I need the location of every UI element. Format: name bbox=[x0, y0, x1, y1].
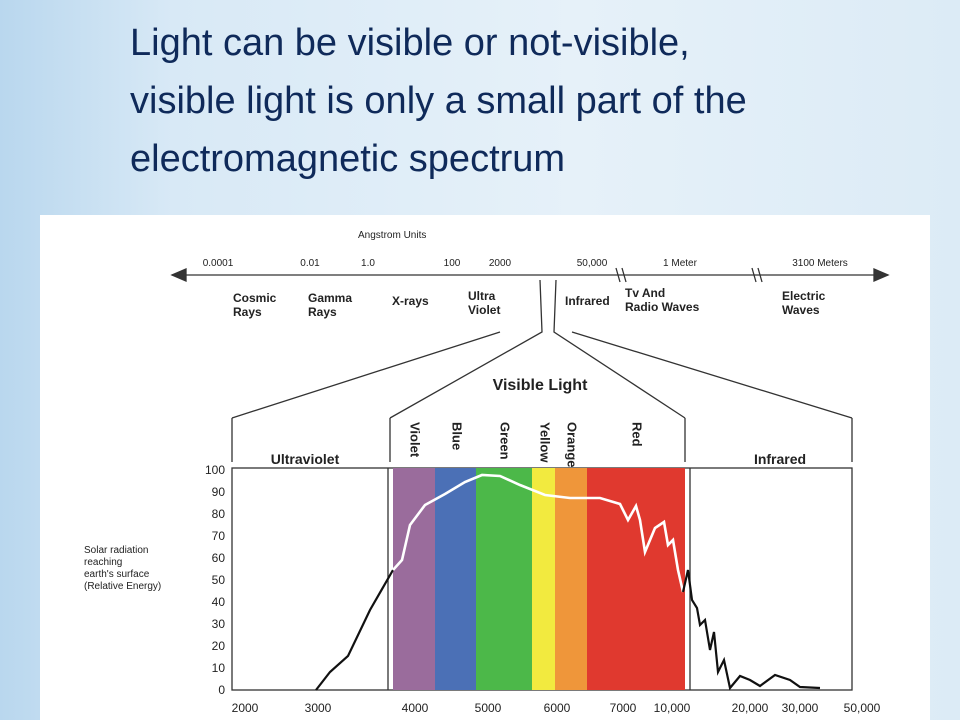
region-label: Rays bbox=[233, 305, 262, 319]
title-line: visible light is only a small part of th… bbox=[130, 80, 747, 122]
y-tick-label: 10 bbox=[212, 661, 226, 675]
band-label: Green bbox=[498, 422, 513, 460]
region-label: Electric bbox=[782, 289, 826, 303]
region-label: Violet bbox=[468, 303, 500, 317]
region-label: Gamma bbox=[308, 291, 352, 305]
y-axis-label: Solar radiation bbox=[84, 545, 148, 556]
slide-title: Light can be visible or not-visible, vis… bbox=[130, 14, 950, 188]
title-line: Light can be visible or not-visible, bbox=[130, 22, 690, 64]
x-tick-label: 2000 bbox=[232, 701, 259, 715]
scale-label: 0.01 bbox=[300, 258, 320, 269]
x-tick-label: 5000 bbox=[475, 701, 502, 715]
y-tick-label: 30 bbox=[212, 617, 226, 631]
y-tick-label: 90 bbox=[212, 485, 226, 499]
scale-title: Angstrom Units bbox=[358, 230, 426, 241]
x-tick-label: 3000 bbox=[305, 701, 332, 715]
y-axis-label: reaching bbox=[84, 557, 122, 568]
scale-label: 50,000 bbox=[577, 258, 608, 269]
scale-label: 1 Meter bbox=[663, 258, 698, 269]
region-label: Cosmic bbox=[233, 291, 277, 305]
curve-uv bbox=[315, 569, 394, 691]
color-bands bbox=[393, 468, 685, 690]
band-label: Yellow bbox=[538, 422, 553, 463]
y-tick-label: 20 bbox=[212, 639, 226, 653]
curve-visible bbox=[392, 473, 685, 593]
y-tick-label: 50 bbox=[212, 573, 226, 587]
x-tick-label: 50,000 bbox=[844, 701, 881, 715]
x-tick-label: 20,000 bbox=[732, 701, 769, 715]
region-label: Waves bbox=[782, 303, 820, 317]
scale-label: 100 bbox=[444, 258, 461, 269]
band-label: Red bbox=[630, 422, 645, 447]
band-label: Blue bbox=[450, 422, 465, 450]
region-label: X-rays bbox=[392, 294, 429, 308]
y-tick-label: 0 bbox=[218, 683, 225, 697]
band-label: Orange bbox=[565, 422, 580, 468]
x-tick-label: 6000 bbox=[544, 701, 571, 715]
curve-ir bbox=[681, 569, 821, 691]
x-tick-label: 7000 bbox=[610, 701, 637, 715]
region-label: Tv And bbox=[625, 286, 665, 300]
scale-label: 0.0001 bbox=[203, 258, 234, 269]
x-tick-label: 30,000 bbox=[782, 701, 819, 715]
region-label: Rays bbox=[308, 305, 337, 319]
section-label: Infrared bbox=[754, 451, 806, 467]
y-tick-label: 70 bbox=[212, 529, 226, 543]
region-label: Radio Waves bbox=[625, 300, 700, 314]
y-tick-label: 100 bbox=[205, 463, 225, 477]
x-tick-label: 4000 bbox=[402, 701, 429, 715]
section-label: Ultraviolet bbox=[271, 451, 340, 467]
band-label: Violet bbox=[408, 422, 423, 458]
y-tick-label: 40 bbox=[212, 595, 226, 609]
region-label: Ultra bbox=[468, 289, 496, 303]
y-tick-label: 80 bbox=[212, 507, 226, 521]
scale-label: 2000 bbox=[489, 258, 512, 269]
visible-title: Visible Light bbox=[493, 377, 589, 394]
y-axis-label: (Relative Energy) bbox=[84, 581, 161, 592]
scale-label: 3100 Meters bbox=[792, 258, 848, 269]
region-label: Infrared bbox=[565, 294, 610, 308]
y-axis-label: earth's surface bbox=[84, 569, 150, 580]
y-tick-label: 60 bbox=[212, 551, 226, 565]
x-tick-label: 10,000 bbox=[654, 701, 691, 715]
scale-label: 1.0 bbox=[361, 258, 375, 269]
title-line: electromagnetic spectrum bbox=[130, 138, 566, 180]
